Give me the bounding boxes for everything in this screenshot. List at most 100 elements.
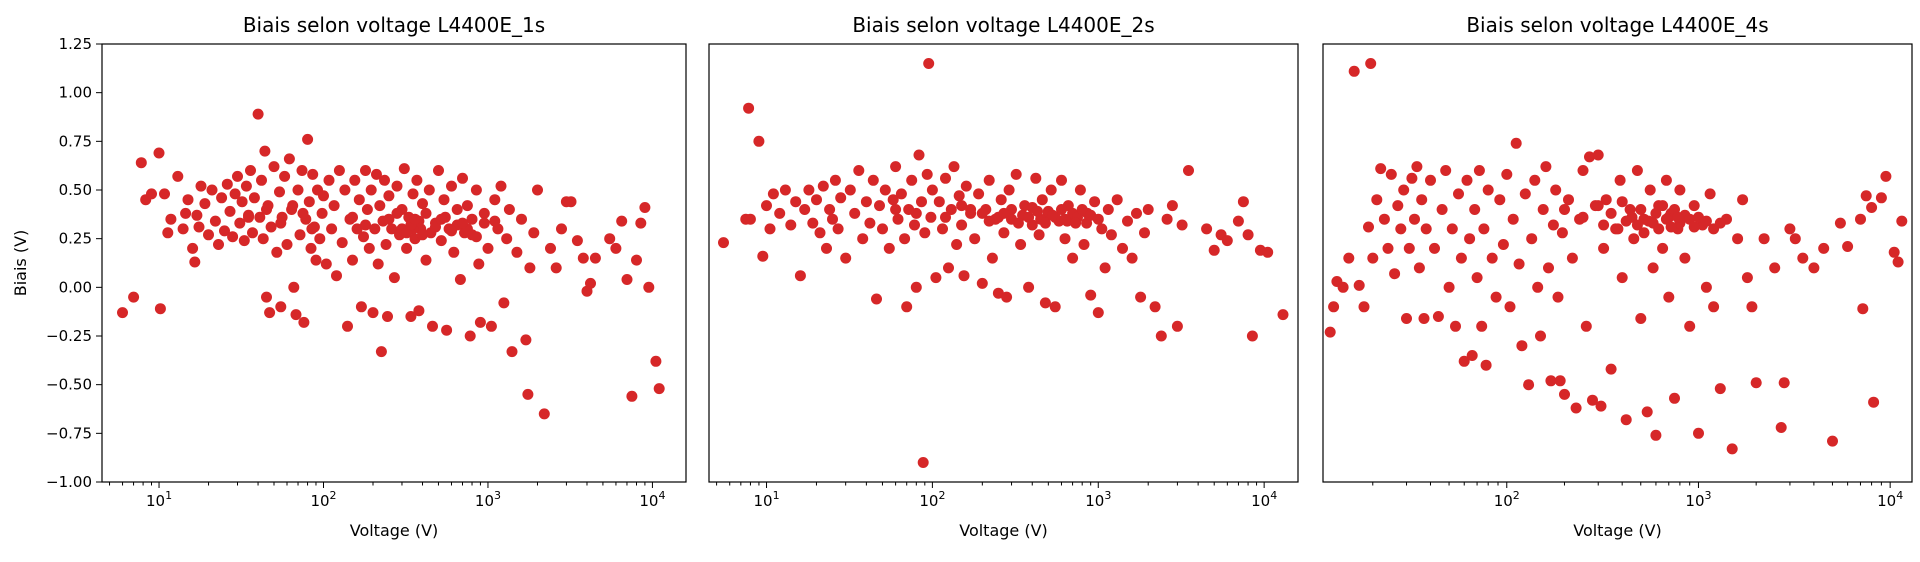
data-point [482, 242, 494, 254]
data-point [363, 242, 375, 254]
x-tick-label: 101 [753, 489, 779, 510]
data-point [925, 211, 937, 223]
data-point [1737, 194, 1749, 206]
data-point [1171, 320, 1183, 332]
data-point [832, 223, 844, 235]
data-point [441, 324, 453, 336]
data-point [1375, 163, 1387, 175]
data-point [1693, 427, 1704, 439]
data-point [369, 223, 381, 235]
data-point [1842, 241, 1854, 252]
data-point [1208, 244, 1220, 256]
data-point [1519, 188, 1531, 200]
data-point [342, 320, 353, 332]
data-point [261, 291, 272, 303]
data-point [1033, 229, 1045, 241]
data-point [821, 242, 832, 254]
data-point [973, 188, 985, 200]
data-point [259, 145, 271, 157]
data-point [457, 217, 468, 229]
data-point [165, 213, 177, 225]
data-point [814, 227, 826, 239]
data-point [433, 165, 444, 176]
data-point [976, 277, 988, 289]
data-point [520, 334, 532, 346]
data-point [382, 311, 393, 322]
data-point [1432, 311, 1444, 322]
plot-frame [101, 43, 687, 483]
data-point [901, 301, 913, 313]
data-point [1700, 281, 1712, 293]
data-point [790, 196, 802, 208]
x-tick-label: 103 [475, 489, 501, 510]
x-axis-label: Voltage (V) [959, 521, 1048, 540]
data-point [213, 239, 224, 250]
data-point [1620, 414, 1632, 426]
data-point [976, 207, 988, 219]
data-point [1085, 289, 1097, 301]
data-point [753, 135, 765, 147]
data-point [268, 161, 280, 173]
data-point [910, 207, 922, 219]
data-point [1808, 262, 1820, 274]
data-point [1647, 262, 1659, 274]
data-point [522, 388, 534, 400]
data-point [189, 256, 201, 268]
data-point [817, 180, 829, 192]
tick-group: 101 102 103 104 [716, 482, 1277, 510]
data-point [626, 390, 638, 402]
data-point [767, 188, 779, 200]
data-point [1638, 227, 1650, 239]
data-point [1540, 161, 1552, 173]
data-point [577, 252, 589, 264]
data-point [1135, 291, 1147, 303]
data-point [610, 242, 622, 254]
data-point [1015, 239, 1027, 250]
data-point [1550, 184, 1562, 196]
data-point [1277, 309, 1289, 321]
data-point [1045, 184, 1057, 196]
data-point [1089, 196, 1101, 208]
data-point [159, 188, 170, 200]
data-point [305, 242, 317, 254]
data-point [180, 207, 192, 219]
data-point [1001, 291, 1013, 303]
data-point [1818, 242, 1830, 254]
data-point [216, 192, 228, 204]
data-point [1464, 233, 1476, 245]
data-point [827, 213, 838, 225]
data-point [1827, 435, 1838, 447]
data-point [849, 207, 861, 219]
data-point [365, 184, 377, 196]
data-point [310, 254, 322, 266]
data-point [1392, 200, 1404, 212]
data-point [1510, 137, 1522, 149]
data-point [1892, 256, 1904, 268]
data-point [331, 270, 342, 282]
data-point [1880, 170, 1892, 182]
data-point [438, 194, 450, 206]
data-point [383, 190, 395, 202]
data-point [1473, 165, 1485, 176]
data-point [1746, 301, 1758, 313]
data-point [117, 307, 128, 319]
data-point [951, 239, 963, 250]
data-point [1406, 172, 1418, 184]
data-point [1429, 242, 1440, 254]
data-point [1059, 233, 1071, 245]
data-point [1650, 207, 1662, 219]
x-tick-label: 102 [1494, 489, 1520, 510]
data-point [292, 184, 304, 196]
data-point [1262, 246, 1274, 258]
data-point [232, 170, 243, 182]
scatter-panel-4s: Biais selon voltage L4400E_4s Voltage (V… [1322, 13, 1913, 540]
data-point [956, 219, 968, 231]
x-tick-label: 104 [1877, 489, 1903, 510]
data-point [930, 272, 942, 284]
data-point [926, 184, 938, 196]
data-point [1056, 204, 1067, 215]
data-point [326, 223, 338, 235]
data-point [916, 196, 927, 208]
data-point [1797, 252, 1809, 264]
data-point [240, 180, 252, 192]
